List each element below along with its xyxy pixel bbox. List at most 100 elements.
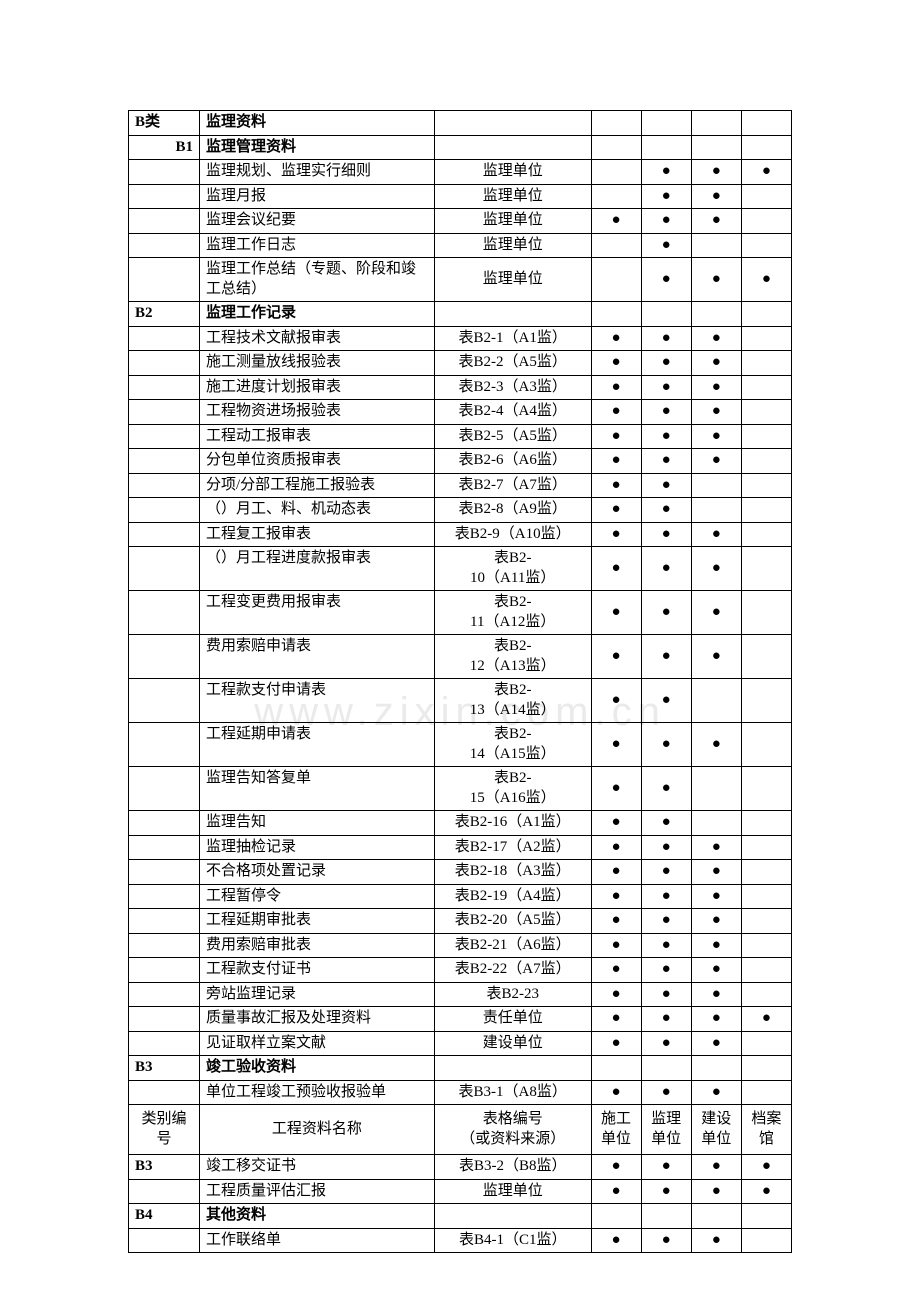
cell: ●: [641, 473, 691, 498]
cell: B3: [129, 1155, 200, 1180]
cell: [129, 1031, 200, 1056]
table-row: B类监理资料: [129, 111, 792, 136]
table-row: 类别编号工程资料名称表格编号（或资料来源）施工单位监理单位建设单位档案馆: [129, 1105, 792, 1155]
table-row: 工程质量评估汇报监理单位●●●●: [129, 1179, 792, 1204]
cell: [129, 326, 200, 351]
cell: [741, 835, 791, 860]
table-row: 质量事故汇报及处理资料责任单位●●●●: [129, 1007, 792, 1032]
cell: （）月工、料、机动态表: [199, 498, 434, 523]
cell: 监理单位: [434, 258, 591, 302]
cell: 表B2-8（A9监）: [434, 498, 591, 523]
table-row: 分项/分部工程施工报验表表B2-7（A7监）●●: [129, 473, 792, 498]
table-row: B1监理管理资料: [129, 135, 792, 160]
cell: 表B2-1（A1监）: [434, 326, 591, 351]
cell: [691, 1204, 741, 1229]
table-row: 单位工程竣工预验收报验单表B3-1（A8监）●●●: [129, 1080, 792, 1105]
cell: [129, 933, 200, 958]
table-row: B2监理工作记录: [129, 302, 792, 327]
cell: [741, 982, 791, 1007]
cell: 类别编号: [129, 1105, 200, 1155]
cell: [434, 111, 591, 136]
cell: 工程款支付证书: [199, 958, 434, 983]
cell: ●: [741, 258, 791, 302]
cell: 监理月报: [199, 184, 434, 209]
cell: [741, 767, 791, 811]
cell: ●: [641, 209, 691, 234]
cell: [591, 302, 641, 327]
table-row: （）月工程进度款报审表表B2-10（A11监）●●●: [129, 547, 792, 591]
table-row: 监理抽检记录表B2-17（A2监）●●●: [129, 835, 792, 860]
cell: 见证取样立案文献: [199, 1031, 434, 1056]
cell: ●: [641, 258, 691, 302]
cell: ●: [591, 958, 641, 983]
cell: [741, 909, 791, 934]
cell: ●: [591, 498, 641, 523]
cell: ●: [691, 909, 741, 934]
cell: ●: [691, 522, 741, 547]
document-table: B类监理资料B1监理管理资料监理规划、监理实行细则监理单位●●●监理月报监理单位…: [128, 110, 792, 1253]
cell: [691, 233, 741, 258]
cell: 监理管理资料: [199, 135, 434, 160]
table-row: 不合格项处置记录表B2-18（A3监）●●●: [129, 860, 792, 885]
cell: [741, 302, 791, 327]
cell: ●: [691, 209, 741, 234]
cell: 表B2-19（A4监）: [434, 884, 591, 909]
cell: [741, 860, 791, 885]
cell: 监理单位: [434, 160, 591, 185]
cell: [591, 258, 641, 302]
cell: [129, 449, 200, 474]
cell: [741, 679, 791, 723]
cell: 表B3-1（A8监）: [434, 1080, 591, 1105]
cell: [741, 547, 791, 591]
cell: （）月工程进度款报审表: [199, 547, 434, 591]
table-row: 施工测量放线报验表表B2-2（A5监）●●●: [129, 351, 792, 376]
cell: ●: [691, 326, 741, 351]
cell: 工程动工报审表: [199, 424, 434, 449]
table-row: 监理规划、监理实行细则监理单位●●●: [129, 160, 792, 185]
cell: [129, 982, 200, 1007]
cell: ●: [641, 679, 691, 723]
cell: ●: [641, 909, 691, 934]
cell: 表B2-7（A7监）: [434, 473, 591, 498]
cell: 单位工程竣工预验收报验单: [199, 1080, 434, 1105]
table-row: 工程延期审批表表B2-20（A5监）●●●: [129, 909, 792, 934]
cell: ●: [591, 424, 641, 449]
cell: 工程复工报审表: [199, 522, 434, 547]
cell: 表B2-5（A5监）: [434, 424, 591, 449]
table-row: 见证取样立案文献建设单位●●●: [129, 1031, 792, 1056]
cell: [741, 1056, 791, 1081]
cell: ●: [691, 351, 741, 376]
cell: ●: [591, 591, 641, 635]
cell: ●: [641, 449, 691, 474]
cell: [591, 135, 641, 160]
cell: [129, 1007, 200, 1032]
cell: ●: [641, 884, 691, 909]
cell: [434, 135, 591, 160]
cell: ●: [691, 835, 741, 860]
cell: [129, 723, 200, 767]
cell: B4: [129, 1204, 200, 1229]
cell: ●: [591, 1031, 641, 1056]
cell: ●: [641, 1179, 691, 1204]
cell: [641, 135, 691, 160]
cell: ●: [591, 982, 641, 1007]
cell: ●: [741, 160, 791, 185]
cell: 表B2-13（A14监）: [434, 679, 591, 723]
cell: [691, 498, 741, 523]
cell: [741, 400, 791, 425]
cell: [641, 1204, 691, 1229]
cell: [641, 1056, 691, 1081]
cell: ●: [691, 1155, 741, 1180]
cell: 表B2-20（A5监）: [434, 909, 591, 934]
cell: ●: [641, 835, 691, 860]
table-row: 工作联络单表B4-1（C1监）●●●: [129, 1228, 792, 1253]
cell: ●: [591, 400, 641, 425]
cell: [741, 1228, 791, 1253]
cell: [691, 1056, 741, 1081]
cell: 表B2-12（A13监）: [434, 635, 591, 679]
cell: [129, 1228, 200, 1253]
cell: ●: [641, 547, 691, 591]
cell: [741, 135, 791, 160]
cell: ●: [691, 160, 741, 185]
cell: ●: [641, 1007, 691, 1032]
